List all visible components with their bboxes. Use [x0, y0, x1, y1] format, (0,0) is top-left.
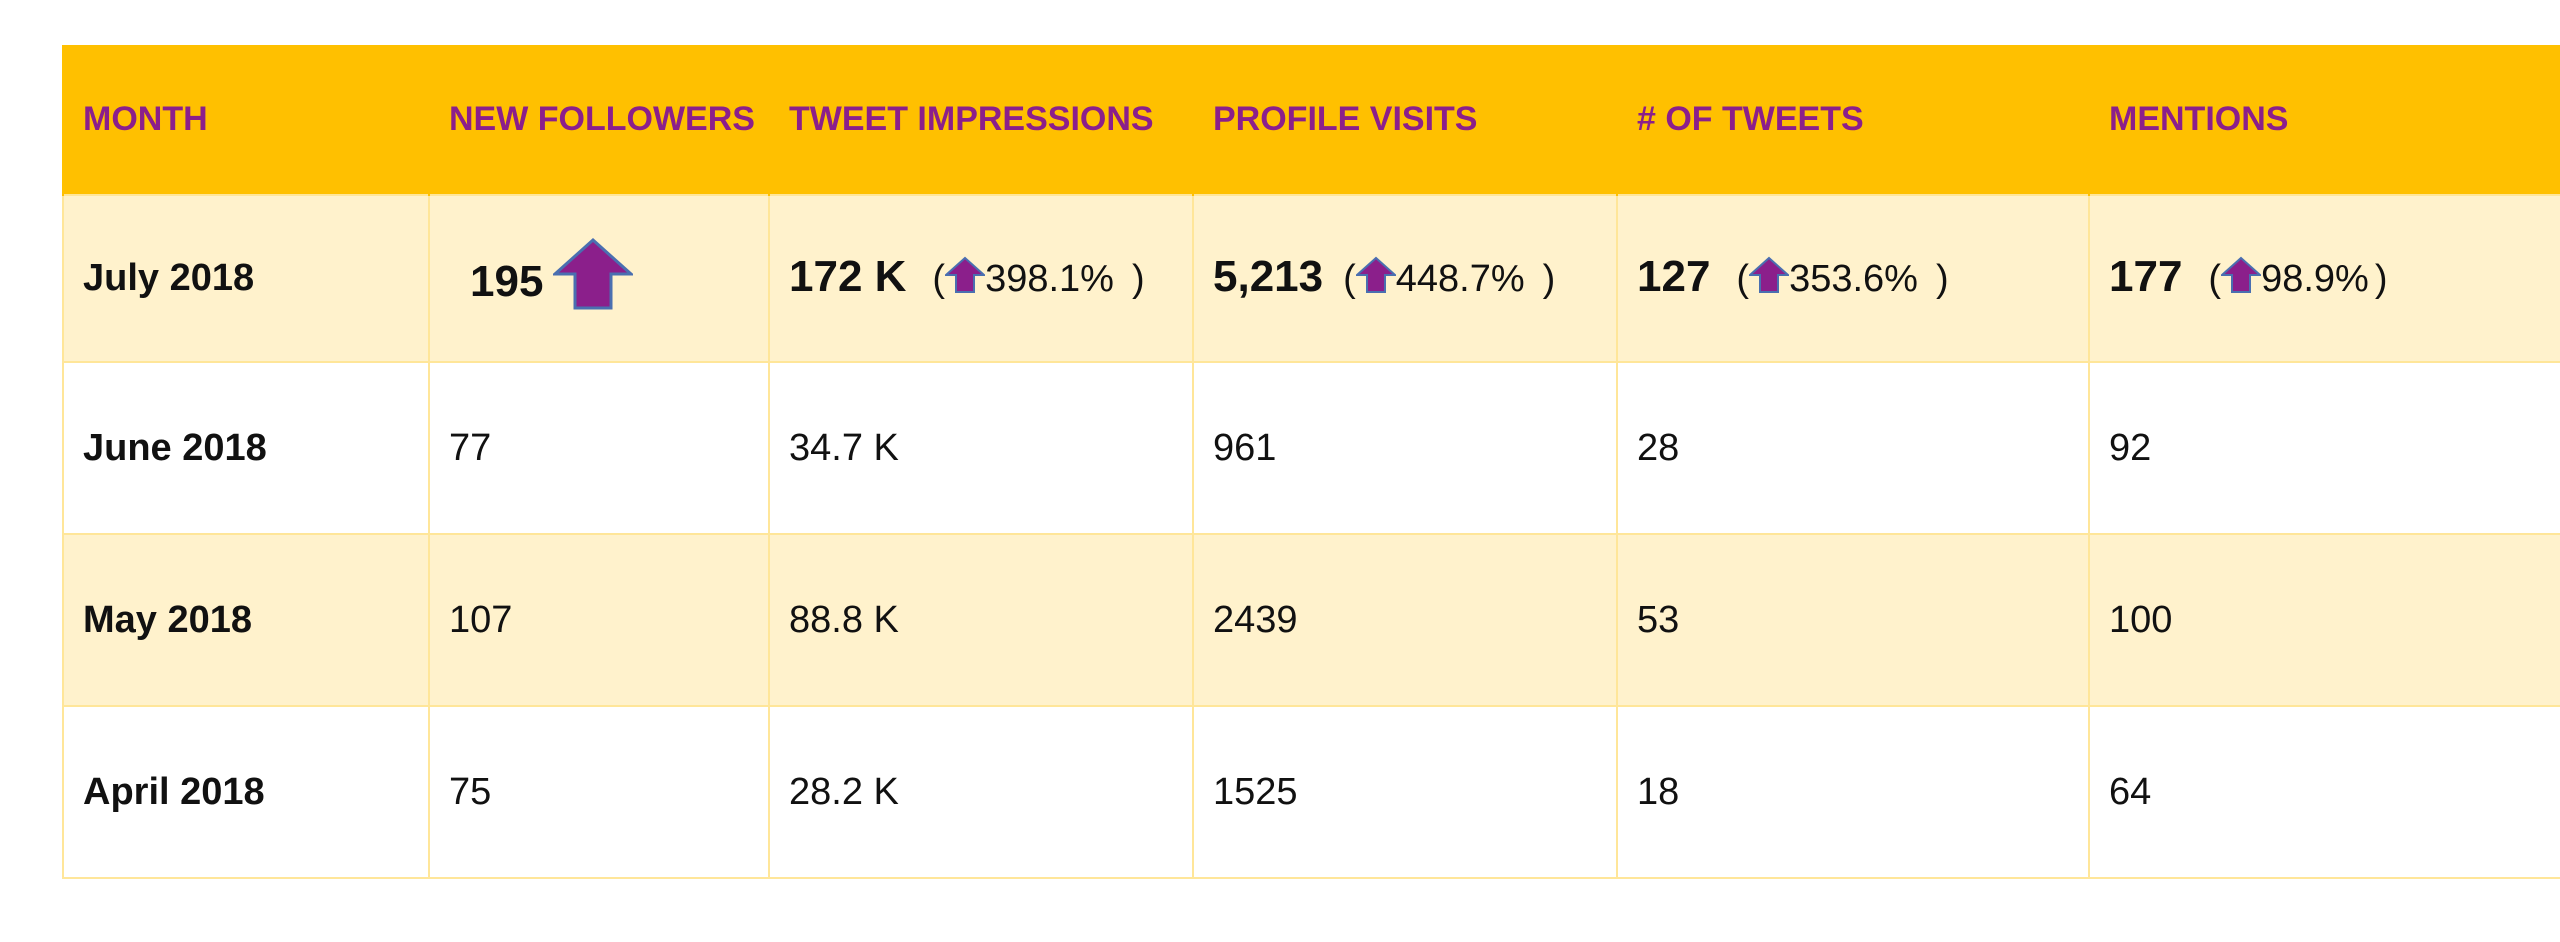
- tweet-impressions-cell: 172 K (398.1%): [768, 194, 1194, 363]
- header-row: MONTH NEW FOLLOWERS TWEET IMPRESSIONS PR…: [62, 45, 2560, 195]
- mentions-value: 177: [2109, 252, 2183, 301]
- close-paren: ): [1542, 258, 1556, 300]
- tweet-impressions-cell: 28.2 K: [768, 705, 1194, 879]
- header-profile-visits: PROFILE VISITS: [1192, 45, 1617, 195]
- open-paren: (: [1343, 258, 1356, 300]
- month-cell: April 2018: [62, 705, 430, 879]
- mentions-cell: 64: [2088, 705, 2560, 879]
- table-row: June 2018 77 34.7 K 961 28 92: [62, 361, 2560, 535]
- mentions-cell: 92: [2088, 361, 2560, 535]
- close-paren: ): [1935, 258, 1949, 300]
- tweets-cell: 53: [1616, 533, 2090, 707]
- tweets-value: 127: [1637, 252, 1711, 301]
- profile-visits-cell: 961: [1192, 361, 1618, 535]
- open-paren: (: [932, 258, 946, 300]
- close-paren: ): [1131, 258, 1145, 300]
- header-month: MONTH: [62, 45, 429, 195]
- mentions-cell: 100: [2088, 533, 2560, 707]
- profile-visits-value: 5,213: [1213, 252, 1324, 301]
- arrow-up-icon: [943, 255, 987, 305]
- new-followers-cell: 77: [428, 361, 770, 535]
- header-mentions: MENTIONS: [2088, 45, 2560, 195]
- new-followers-value: 195: [470, 256, 544, 306]
- close-paren: ): [2374, 258, 2388, 300]
- twitter-stats-table: MONTH NEW FOLLOWERS TWEET IMPRESSIONS PR…: [62, 45, 2560, 879]
- tweet-impressions-change: 398.1%: [985, 258, 1114, 300]
- mentions-cell: 177 (98.9%): [2088, 194, 2560, 363]
- profile-visits-cell: 1525: [1192, 705, 1618, 879]
- header-new-followers: NEW FOLLOWERS: [428, 45, 769, 195]
- month-cell: June 2018: [62, 361, 430, 535]
- header-tweet-impressions: TWEET IMPRESSIONS: [768, 45, 1193, 195]
- tweet-impressions-cell: 34.7 K: [768, 361, 1194, 535]
- open-paren: (: [2208, 258, 2222, 300]
- profile-visits-cell: 5,213 (448.7%): [1192, 194, 1618, 363]
- table-row: May 2018 107 88.8 K 2439 53 100: [62, 533, 2560, 707]
- mentions-change: 98.9%: [2261, 258, 2369, 300]
- table-row: April 2018 75 28.2 K 1525 18 64: [62, 705, 2560, 879]
- arrow-up-icon: [1354, 255, 1398, 305]
- highlight-row: July 2018 195 172 K (398.1%) 5,213 (448.7%…: [62, 194, 2560, 363]
- arrow-up-icon: [2219, 255, 2263, 305]
- open-paren: (: [1736, 258, 1750, 300]
- new-followers-cell: 75: [428, 705, 770, 879]
- tweets-cell: 127 (353.6%): [1616, 194, 2090, 363]
- tweets-cell: 18: [1616, 705, 2090, 879]
- header-tweets: # OF TWEETS: [1616, 45, 2089, 195]
- arrow-up-icon: [551, 237, 636, 320]
- tweets-change: 353.6%: [1789, 258, 1918, 300]
- profile-visits-change: 448.7%: [1395, 258, 1525, 300]
- month-cell: May 2018: [62, 533, 430, 707]
- tweet-impressions-cell: 88.8 K: [768, 533, 1194, 707]
- new-followers-cell: 107: [428, 533, 770, 707]
- arrow-up-icon: [1747, 255, 1791, 305]
- month-cell: July 2018: [62, 194, 430, 363]
- tweets-cell: 28: [1616, 361, 2090, 535]
- tweet-impressions-value: 172 K: [789, 252, 907, 301]
- profile-visits-cell: 2439: [1192, 533, 1618, 707]
- new-followers-cell: 195: [428, 194, 770, 363]
